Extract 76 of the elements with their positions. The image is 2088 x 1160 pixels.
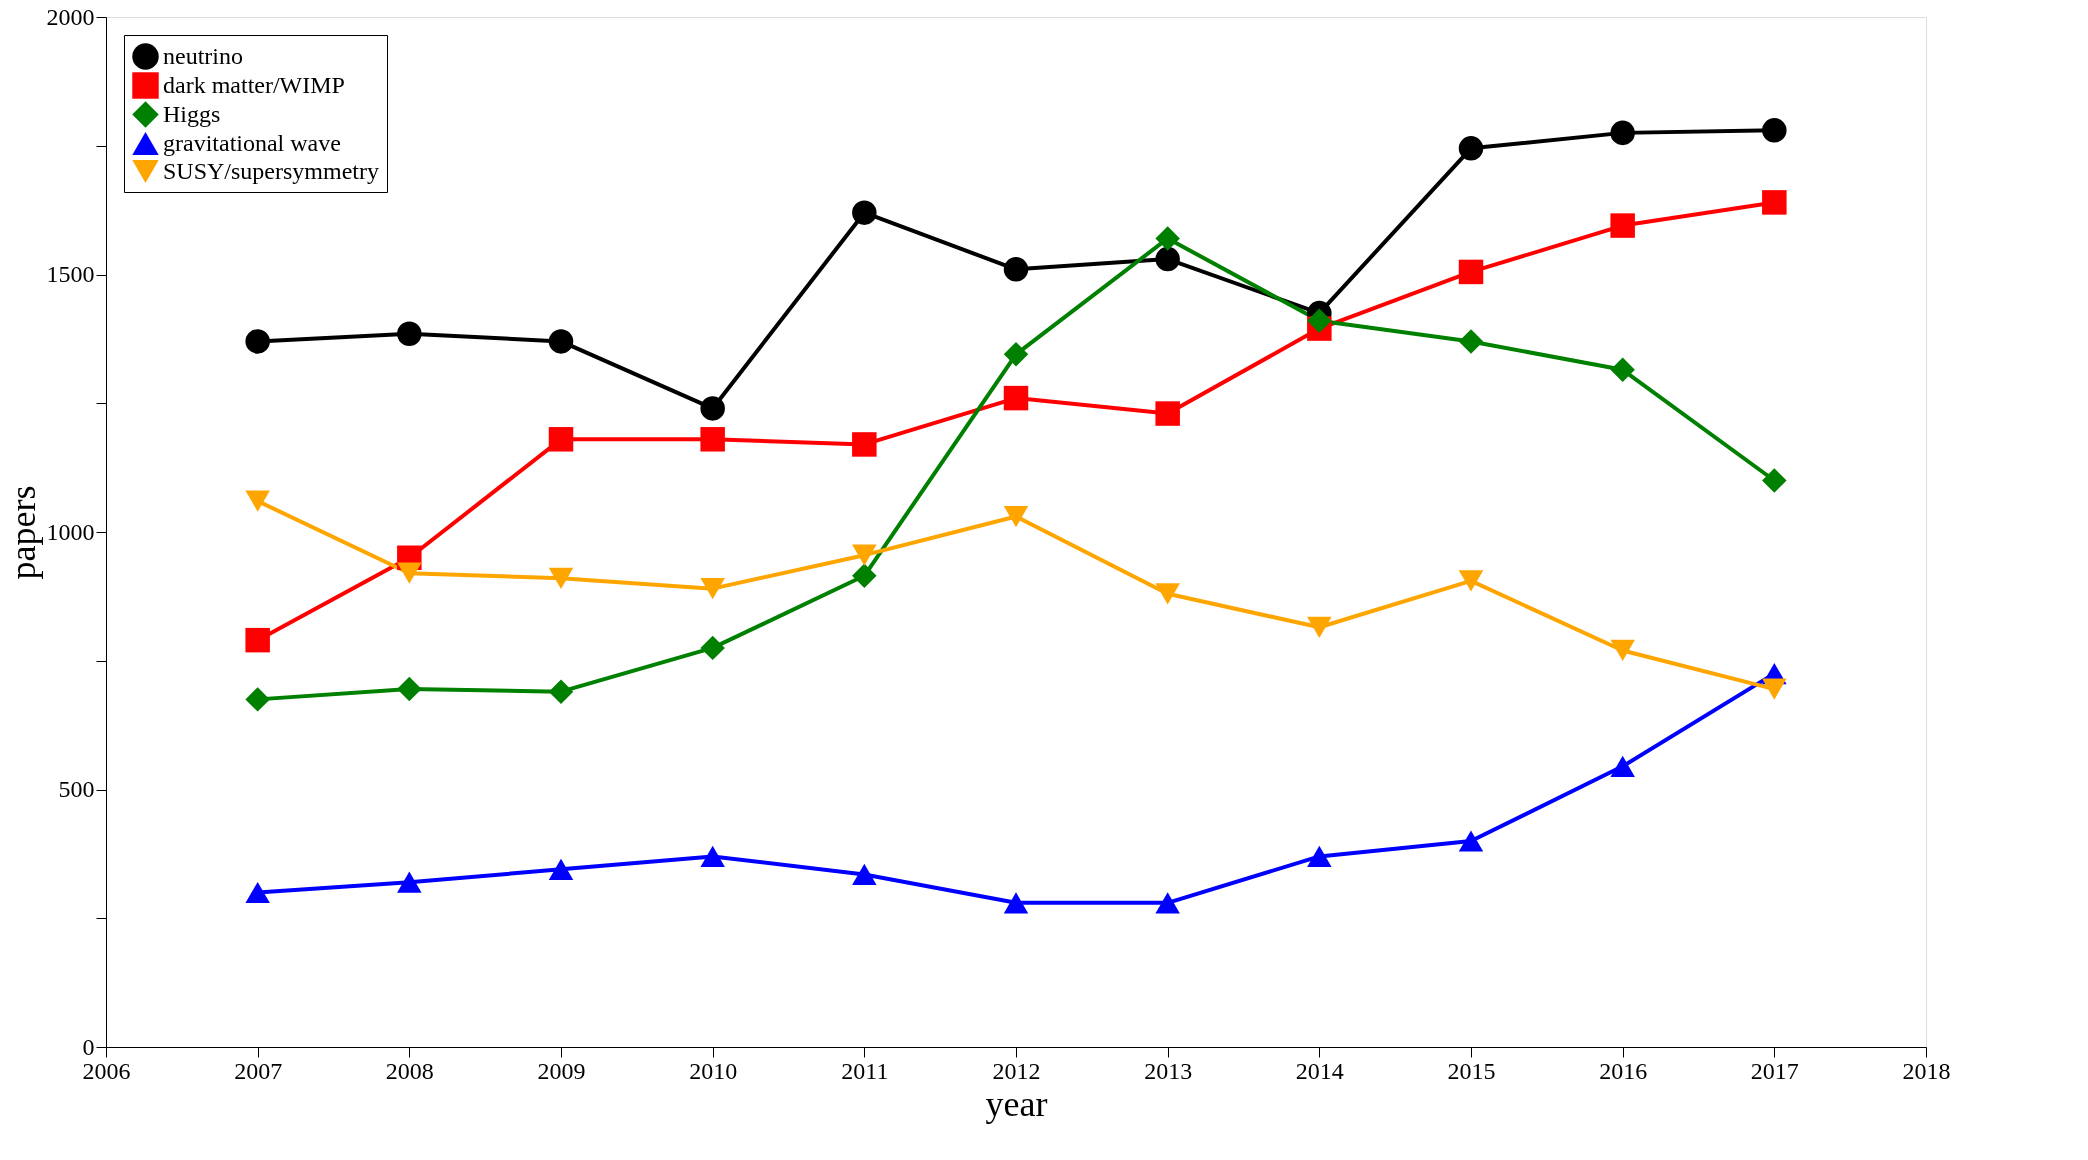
x-tick-label: 2013 xyxy=(1144,1057,1193,1084)
x-tick-label: 2018 xyxy=(1902,1057,1951,1084)
point xyxy=(1458,830,1484,852)
x-tick-label: 2011 xyxy=(841,1057,889,1084)
point xyxy=(700,635,725,661)
legend-label: gravitational wave xyxy=(163,129,341,156)
point xyxy=(1762,190,1787,215)
point xyxy=(397,871,422,893)
point xyxy=(245,881,270,904)
point xyxy=(1003,385,1029,411)
x-tick-label: 2009 xyxy=(537,1057,586,1084)
point xyxy=(1003,257,1029,282)
point xyxy=(397,321,422,346)
x-tick-label: 2006 xyxy=(82,1057,131,1084)
point xyxy=(1003,505,1029,528)
point xyxy=(1307,616,1332,638)
point xyxy=(1610,213,1635,238)
point xyxy=(1003,892,1029,914)
point xyxy=(548,567,574,589)
point xyxy=(852,432,877,457)
point xyxy=(1155,226,1180,251)
point xyxy=(245,687,270,712)
x-axis-title: year xyxy=(985,1083,1048,1124)
x-tick-label: 2016 xyxy=(1599,1057,1648,1084)
point xyxy=(1762,118,1787,143)
y-axis-title: papers xyxy=(2,485,43,580)
point xyxy=(700,845,725,868)
legend-label: SUSY/supersymmetry xyxy=(163,157,379,184)
point xyxy=(548,858,574,880)
y-tick-label: 2000 xyxy=(46,3,95,30)
y-tick-label: 1000 xyxy=(46,518,95,545)
point xyxy=(852,200,877,225)
legend-label: neutrino xyxy=(163,42,243,69)
point xyxy=(245,329,270,354)
x-tick-label: 2014 xyxy=(1295,1057,1344,1084)
point xyxy=(1610,639,1635,662)
x-tick-label: 2015 xyxy=(1447,1057,1496,1084)
point xyxy=(1458,259,1484,285)
point xyxy=(1155,892,1180,914)
point xyxy=(548,329,574,354)
point xyxy=(245,490,270,512)
point xyxy=(700,578,725,600)
point xyxy=(397,562,422,584)
point xyxy=(1155,246,1180,272)
x-tick-label: 2007 xyxy=(234,1057,283,1084)
legend-label: Higgs xyxy=(163,100,221,127)
legend-label: dark matter/WIMP xyxy=(163,71,345,98)
point xyxy=(1458,136,1484,161)
point xyxy=(1610,357,1635,383)
point xyxy=(1307,308,1332,334)
point xyxy=(1307,845,1332,868)
y-tick-label: 0 xyxy=(82,1033,95,1060)
x-tick-label: 2017 xyxy=(1750,1057,1799,1084)
point xyxy=(1762,678,1787,700)
x-tick-label: 2010 xyxy=(689,1057,738,1084)
point xyxy=(1155,583,1180,605)
point xyxy=(852,863,877,886)
point xyxy=(1458,329,1484,354)
point xyxy=(700,396,725,421)
point xyxy=(548,679,574,704)
point xyxy=(397,676,422,702)
point xyxy=(700,427,725,452)
point xyxy=(1762,468,1787,493)
point xyxy=(245,627,270,653)
y-tick-label: 1500 xyxy=(46,261,95,287)
point xyxy=(852,563,877,589)
x-tick-label: 2012 xyxy=(992,1057,1041,1084)
point xyxy=(1003,342,1029,367)
point xyxy=(1610,120,1635,146)
point xyxy=(548,427,574,452)
point xyxy=(1610,755,1635,777)
x-tick-label: 2008 xyxy=(385,1057,434,1084)
point xyxy=(1458,570,1484,592)
point xyxy=(852,544,877,566)
y-tick-label: 500 xyxy=(58,776,95,802)
point xyxy=(1155,401,1180,426)
